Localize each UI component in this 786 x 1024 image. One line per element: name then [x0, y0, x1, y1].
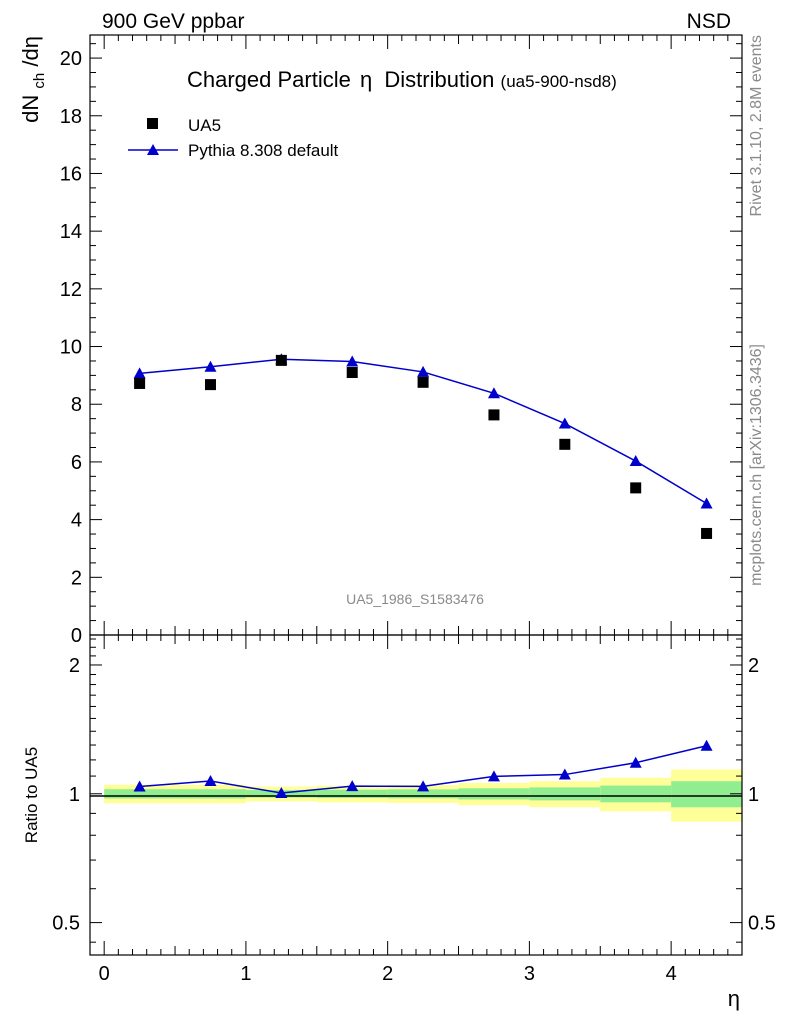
ratio-frame: [89, 634, 743, 956]
main-y-tick-label: 6: [71, 452, 82, 474]
main-y-axis-label: dN ch /dη: [18, 36, 49, 123]
ratio-band-inner: [600, 785, 672, 803]
x-tick-label: 2: [382, 963, 393, 985]
ua5-point: [275, 354, 287, 366]
ua5-point: [346, 367, 358, 378]
ua5-point: [630, 482, 642, 494]
ratio-band-inner: [529, 787, 601, 801]
ratio-band-inner: [458, 788, 530, 800]
legend-label-pythia: Pythia 8.308 default: [188, 141, 339, 160]
ratio-pythia-point: [346, 780, 359, 792]
x-axis-label: η: [728, 986, 740, 1011]
main-y-tick-label: 18: [60, 106, 82, 128]
legend-marker-pythia: [147, 144, 159, 155]
ratio-x-tick-labels: 0 1 2 3 4: [99, 963, 677, 985]
x-tick-label: 0: [99, 963, 110, 985]
ratio-axis-ticks: [90, 635, 743, 955]
ratio-pythia-point: [629, 756, 642, 768]
pythia-point: [133, 367, 146, 379]
ratio-pythia-point: [417, 780, 430, 792]
ratio-y-tick-label: 0.5: [52, 913, 80, 935]
rivet-label: Rivet 3.1.10, 2.8M events: [748, 35, 765, 216]
ua5-point: [559, 438, 571, 450]
ylabel-subscript: ch: [31, 73, 48, 89]
main-y-tick-label: 14: [60, 221, 82, 243]
legend: UA5 Pythia 8.308 default: [128, 116, 339, 160]
ratio-pythia-point: [275, 787, 288, 799]
ratio-pythia-point: [204, 775, 217, 787]
x-tick-label: 4: [666, 963, 677, 985]
chart-title-main: Charged Particle: [187, 67, 351, 92]
ratio-y-tick-label-right: 1: [748, 784, 759, 806]
chart-subtitle: (ua5-900-nsd8): [501, 72, 617, 91]
ratio-pythia-point: [700, 739, 713, 751]
chart-title-symbol: η: [360, 67, 372, 92]
ua5-point: [204, 379, 216, 391]
main-y-tick-label: 2: [71, 567, 82, 589]
ua5-point: [701, 527, 713, 539]
main-y-tick-label: 12: [60, 279, 82, 301]
ua5-point: [488, 409, 500, 421]
ratio-pythia-point: [558, 768, 571, 780]
ratio-y-tick-labels: 0.5 0.5 1 1 2 2: [52, 655, 776, 935]
main-y-tick-label: 16: [60, 163, 82, 185]
ratio-panel: 0.5 0.5 1 1 2 2 0 1 2 3 4 Ratio to UA5 η: [22, 634, 776, 1011]
ratio-y-tick-label: 2: [69, 655, 80, 677]
main-y-tick-labels: 0 2 4 6 8 10 12 14 16 18 20: [60, 48, 82, 647]
main-y-tick-label: 0: [71, 625, 82, 647]
pythia-point: [487, 387, 500, 399]
header-energy: 900 GeV ppbar: [102, 10, 244, 33]
pythia-point: [629, 455, 642, 467]
main-series: [133, 353, 713, 539]
main-y-tick-label: 4: [71, 510, 82, 532]
legend-label-ua5: UA5: [188, 116, 221, 135]
analysis-watermark: UA5_1986_S1583476: [346, 591, 484, 607]
main-y-tick-label: 20: [60, 48, 82, 70]
ratio-y-axis-label: Ratio to UA5: [22, 747, 41, 843]
pythia-point: [346, 355, 359, 367]
pythia-point: [417, 365, 430, 377]
ylabel-tail: /dη: [18, 36, 43, 67]
legend-marker-ua5: [147, 118, 158, 129]
main-y-tick-label: 10: [60, 337, 82, 359]
ratio-y-tick-label-right: 2: [748, 655, 759, 677]
ratio-series: [133, 739, 713, 799]
ratio-band-inner: [175, 789, 246, 799]
chart-title: Charged Particle η Distribution (ua5-900…: [187, 67, 617, 92]
header-process: NSD: [687, 10, 731, 33]
main-axis-ticks: [90, 35, 743, 636]
ratio-pythia-point: [133, 780, 146, 792]
pythia-point: [204, 360, 217, 372]
ua5-point: [417, 376, 429, 388]
ratio-y-tick-label: 1: [69, 784, 80, 806]
ratio-band-inner: [104, 789, 176, 799]
ua5-point: [134, 377, 146, 389]
chart-title-tail: Distribution: [384, 67, 494, 92]
pythia-point: [558, 417, 571, 429]
ylabel-main: dN: [18, 95, 43, 123]
ratio-y-tick-label-right: 0.5: [748, 913, 776, 935]
mcplots-label: mcplots.cern.ch [arXiv:1306.3436]: [748, 344, 765, 586]
x-tick-label: 1: [240, 963, 251, 985]
ratio-band-inner: [387, 789, 459, 799]
main-panel: 0 2 4 6 8 10 12 14 16 18 20 Charged Particle η Dis…: [18, 34, 743, 647]
ratio-pythia-point: [487, 770, 500, 782]
ratio-band-inner: [316, 789, 388, 798]
x-tick-label: 3: [524, 963, 535, 985]
main-y-tick-label: 8: [71, 394, 82, 416]
pythia-point: [700, 497, 713, 509]
